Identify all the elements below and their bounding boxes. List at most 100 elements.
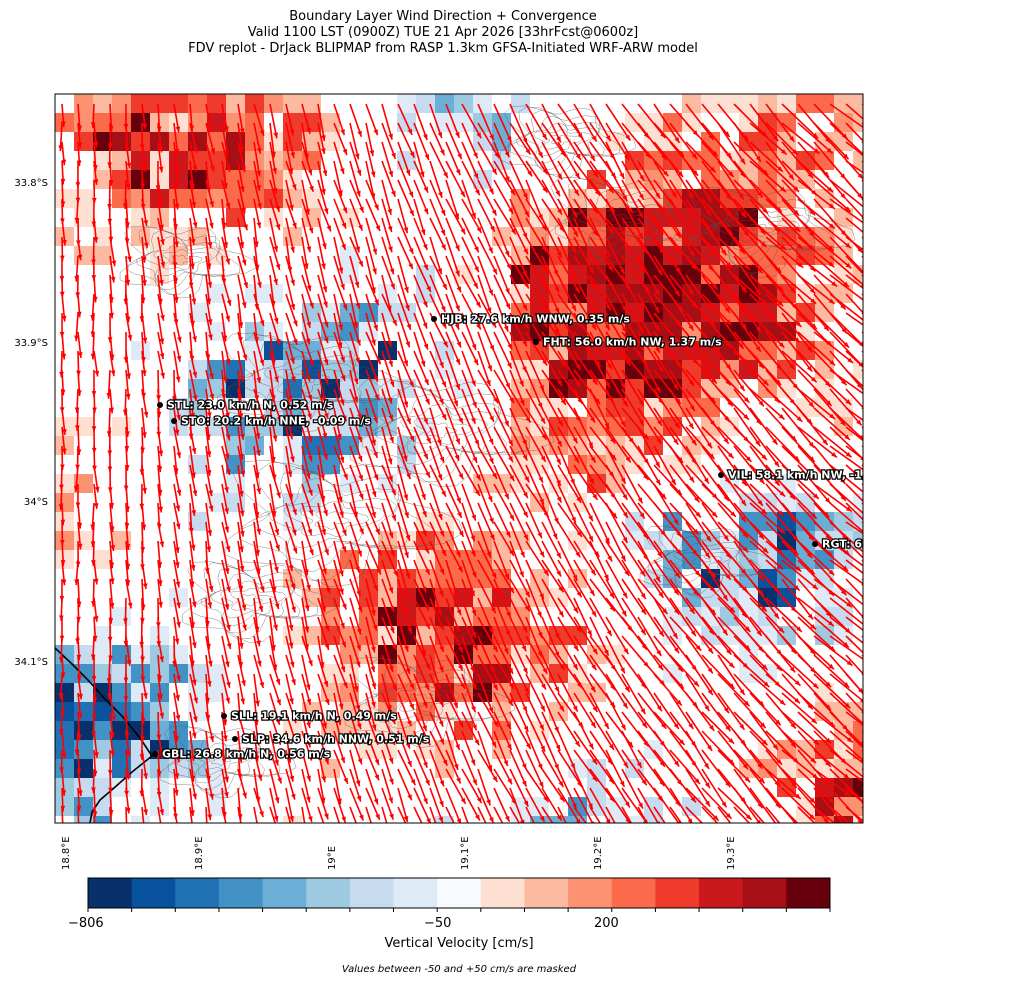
wind-arrowhead (760, 228, 766, 235)
lon-tick-19-1: 19.1°E (460, 836, 471, 870)
wind-arrowhead (689, 213, 695, 220)
wind-arrowhead (443, 172, 448, 179)
velocity-cell (207, 797, 226, 816)
wind-vector (365, 217, 378, 255)
velocity-cell (150, 208, 169, 227)
wind-vector (525, 160, 549, 194)
wind-arrowhead (762, 207, 768, 214)
wind-arrowhead (126, 162, 132, 169)
wind-vector (221, 122, 229, 157)
wind-arrowhead (738, 193, 744, 200)
velocity-cell (169, 94, 188, 113)
wind-arrowhead (894, 324, 900, 329)
wind-vector (365, 198, 381, 232)
velocity-cell (93, 664, 112, 683)
wind-vector (413, 160, 429, 193)
wind-vector (413, 217, 428, 251)
velocity-cell (93, 683, 112, 702)
wind-vector (509, 160, 529, 200)
velocity-cell (131, 341, 150, 360)
wind-arrowhead (662, 170, 669, 177)
wind-arrowhead (306, 246, 312, 253)
velocity-cell (663, 246, 682, 265)
wind-vector (717, 179, 747, 219)
wind-arrowhead (307, 169, 313, 176)
wind-vector (477, 103, 495, 141)
velocity-cell (701, 303, 720, 322)
velocity-cell (663, 417, 682, 436)
wind-vector (333, 122, 348, 156)
lat-tick-33-8: 33.8°S (14, 178, 48, 189)
wind-vector (829, 198, 863, 224)
velocity-cell (758, 151, 777, 170)
velocity-cell (834, 132, 853, 151)
velocity-cell (264, 322, 283, 341)
wind-arrowhead (405, 169, 411, 176)
wind-vector (797, 179, 836, 210)
velocity-cell (758, 588, 777, 607)
wind-vector (861, 369, 863, 372)
wind-vector (781, 122, 821, 155)
wind-vector (269, 160, 277, 194)
wind-vector (317, 179, 329, 215)
wind-arrowhead (879, 494, 885, 499)
velocity-cell (568, 360, 587, 379)
wind-arrowhead (540, 838, 545, 844)
velocity-cell (131, 664, 150, 683)
wind-arrowhead (209, 222, 214, 229)
velocity-cell (682, 94, 701, 113)
wind-arrowhead (873, 211, 878, 217)
velocity-cell (758, 132, 777, 151)
wind-vector (685, 179, 712, 216)
velocity-cell (834, 816, 853, 823)
wind-vector (845, 160, 863, 174)
wind-arrowhead (205, 829, 210, 835)
wind-arrowhead (728, 171, 734, 177)
wind-arrowhead (863, 320, 869, 325)
wind-vector (125, 806, 128, 823)
wind-vector (397, 122, 416, 159)
velocity-cell (283, 398, 302, 417)
colorbar-swatch (742, 878, 787, 908)
wind-arrowhead (878, 335, 884, 340)
wind-vector (717, 103, 749, 142)
velocity-cell (815, 94, 834, 113)
velocity-cell (150, 721, 169, 740)
velocity-cell (777, 189, 796, 208)
velocity-cell (169, 588, 188, 607)
velocity-cell (454, 379, 473, 398)
wind-arrowhead (290, 152, 295, 158)
wind-arrowhead (875, 398, 881, 404)
wind-vector (397, 198, 409, 234)
velocity-cell (283, 227, 302, 246)
lon-tick-19-0: 19°E (327, 845, 338, 870)
wind-arrowhead (437, 131, 443, 138)
velocity-cell (112, 94, 131, 113)
wind-vector (829, 103, 863, 129)
wind-vector (397, 141, 411, 176)
wind-arrowhead (508, 207, 514, 214)
velocity-cell (150, 94, 169, 113)
velocity-cell (853, 759, 863, 778)
velocity-cell (473, 531, 492, 550)
wind-arrowhead (774, 226, 780, 233)
velocity-cell (682, 379, 701, 398)
wind-vector (669, 179, 696, 220)
wind-arrowhead (877, 288, 883, 294)
contour-line (191, 562, 318, 640)
wind-arrowhead (574, 172, 580, 179)
station-label-rgt: RGT: 61.0 km/h NW, -1.26 m/s (822, 538, 1006, 551)
wind-arrowhead (290, 246, 295, 253)
wind-vector (445, 179, 460, 220)
velocity-cell (720, 379, 739, 398)
wind-arrowhead (879, 182, 885, 187)
velocity-cell (245, 113, 264, 132)
wind-arrowhead (523, 193, 528, 200)
wind-vector (861, 293, 863, 297)
velocity-cell (663, 303, 682, 322)
wind-vector (365, 160, 376, 200)
velocity-cell (834, 740, 853, 759)
velocity-cell (549, 379, 568, 398)
wind-arrowhead (828, 203, 835, 209)
